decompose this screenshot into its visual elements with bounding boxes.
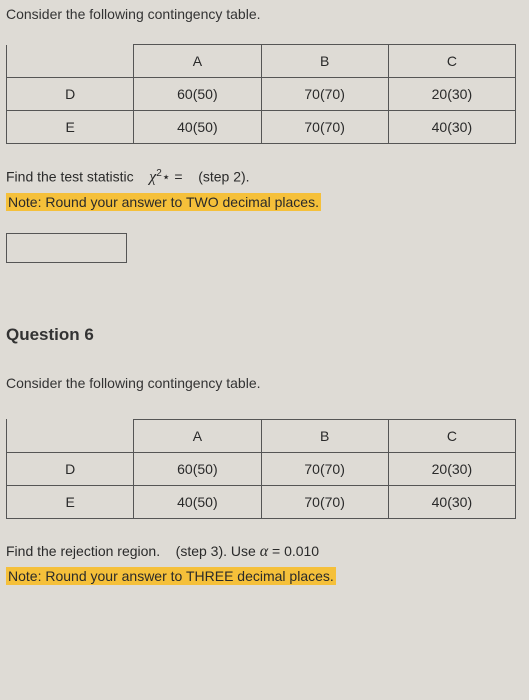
table-row: E 40(50) 70(70) 40(30) (7, 485, 516, 518)
statement2-prefix: Find the rejection region. (6, 543, 160, 559)
table2-corner (7, 419, 134, 452)
table2-cell: 40(50) (134, 485, 261, 518)
table2-cell: 20(30) (388, 452, 515, 485)
table2-col-c: C (388, 419, 515, 452)
table2-col-b: B (261, 419, 388, 452)
table1-cell: 40(50) (134, 111, 261, 144)
alpha-symbol: α (260, 543, 268, 560)
question-6-heading: Question 6 (6, 325, 525, 345)
table1-col-a: A (134, 45, 261, 78)
contingency-table-1: A B C D 60(50) 70(70) 20(30) E 40(50) 70… (6, 44, 516, 144)
table1-cell: 20(30) (388, 78, 515, 111)
alpha-value: 0.010 (284, 543, 319, 559)
table2-cell: 70(70) (261, 452, 388, 485)
equals-sign: = (272, 543, 280, 559)
statement2-mid: (step 3). Use (176, 543, 256, 559)
table-row: D 60(50) 70(70) 20(30) (7, 452, 516, 485)
intro-text-2: Consider the following contingency table… (4, 369, 525, 391)
note-highlight-2: Note: Round your answer to THREE decimal… (6, 567, 336, 585)
table2-col-a: A (134, 419, 261, 452)
table-row: D 60(50) 70(70) 20(30) (7, 78, 516, 111)
table2-cell: 60(50) (134, 452, 261, 485)
table1-row-d-label: D (7, 78, 134, 111)
table1-cell: 60(50) (134, 78, 261, 111)
table1-cell: 40(30) (388, 111, 515, 144)
table1-col-c: C (388, 45, 515, 78)
answer-input-1[interactable] (6, 233, 127, 263)
statement-1: Find the test statistic χ2⋆ = (step 2). … (6, 168, 525, 211)
table2-row-d-label: D (7, 452, 134, 485)
table-row: E 40(50) 70(70) 40(30) (7, 111, 516, 144)
note-highlight-1: Note: Round your answer to TWO decimal p… (6, 193, 321, 211)
table1-corner (7, 45, 134, 78)
table1-cell: 70(70) (261, 111, 388, 144)
statement1-prefix: Find the test statistic (6, 169, 134, 185)
table2-cell: 70(70) (261, 485, 388, 518)
table1-col-b: B (261, 45, 388, 78)
contingency-table-2: A B C D 60(50) 70(70) 20(30) E 40(50) 70… (6, 419, 516, 519)
intro-text-1: Consider the following contingency table… (4, 0, 525, 22)
chi-op: ⋆ = (162, 169, 183, 185)
statement1-suffix: (step 2). (198, 169, 249, 185)
table1-cell: 70(70) (261, 78, 388, 111)
table2-row-e-label: E (7, 485, 134, 518)
table1-row-e-label: E (7, 111, 134, 144)
table2-cell: 40(30) (388, 485, 515, 518)
statement-2: Find the rejection region. (step 3). Use… (6, 543, 525, 585)
